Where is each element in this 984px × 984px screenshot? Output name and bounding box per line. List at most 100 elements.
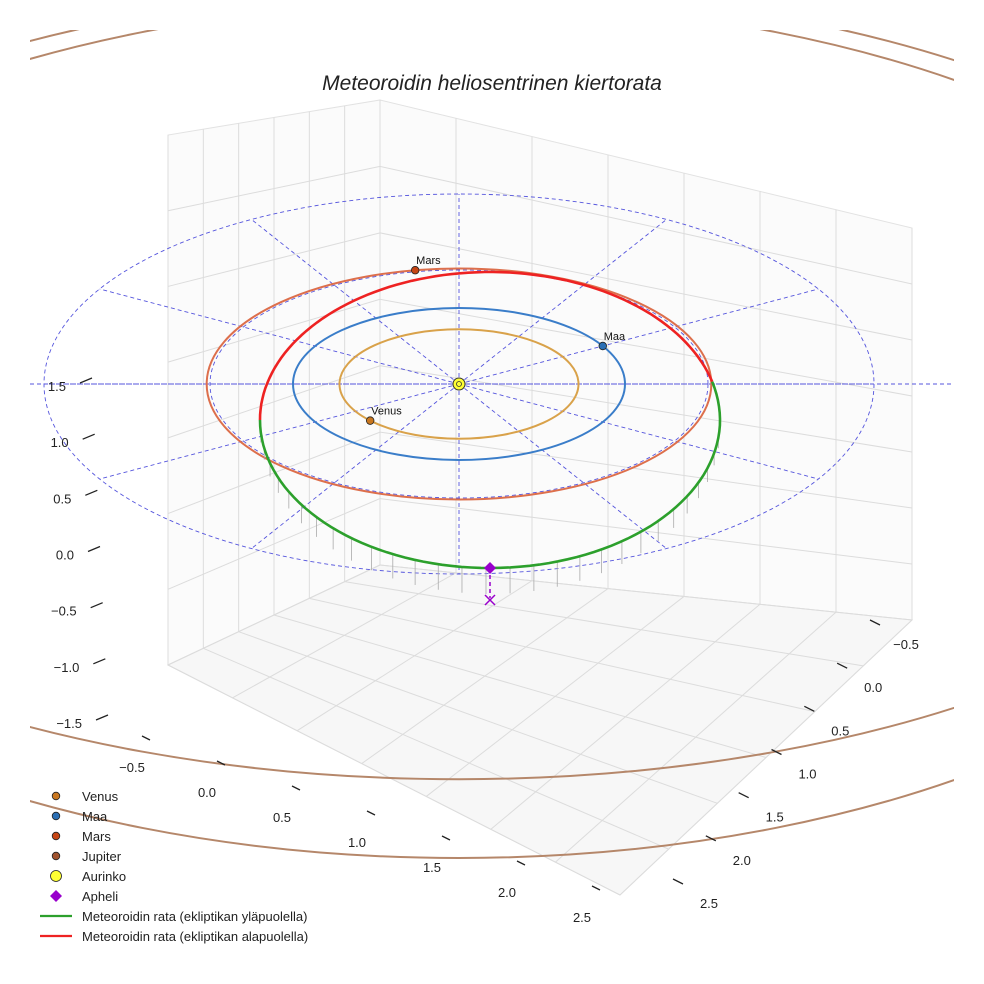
reference-spoke xyxy=(99,288,460,385)
y-axis-tick xyxy=(836,662,848,669)
planet-orbits xyxy=(30,30,954,859)
aphelion-marker xyxy=(484,562,496,574)
floor-grid-line xyxy=(238,631,718,804)
legend-item: Venus xyxy=(38,786,308,806)
aphelion-projection-marker xyxy=(484,594,496,606)
x-axis-tick xyxy=(366,810,376,816)
legend-marker xyxy=(38,786,74,806)
legend-marker xyxy=(38,926,74,946)
legend-item: Mars xyxy=(38,826,308,846)
x-axis-tick-label: 2.0 xyxy=(498,885,516,900)
x-axis-tick-label: 2.5 xyxy=(573,910,591,925)
reference-spoke xyxy=(458,383,819,480)
legend-label: Apheli xyxy=(82,888,119,904)
y-axis-tick-label: 0.5 xyxy=(831,723,849,738)
reference-grid xyxy=(30,193,954,575)
y-axis-tick xyxy=(672,878,684,885)
y-axis-tick-label: 2.0 xyxy=(733,853,751,868)
grid-line-horizontal xyxy=(167,498,913,590)
z-axis-tick xyxy=(87,545,101,553)
z-axis-tick xyxy=(85,489,98,496)
grid-line-horizontal xyxy=(167,431,913,515)
legend-marker xyxy=(38,906,74,926)
legend-item: Meteoroidin rata (ekliptikan yläpuolella… xyxy=(38,906,308,926)
z-axis-tick xyxy=(82,433,95,440)
legend-marker xyxy=(38,826,74,846)
z-axis-tick-label: −0.5 xyxy=(51,604,77,619)
reference-spoke xyxy=(458,383,667,549)
x-axis-tick-label: 1.0 xyxy=(348,835,366,850)
reference-spoke xyxy=(458,219,667,385)
y-axis-tick xyxy=(738,792,749,799)
legend-marker xyxy=(38,806,74,826)
chart-title: Meteoroidin heliosentrinen kiertorata xyxy=(322,72,662,95)
y-axis-tick xyxy=(771,748,782,756)
orbit-jupiter-arc xyxy=(30,30,954,859)
legend-label: Mars xyxy=(82,828,111,844)
grid-line-horizontal xyxy=(167,298,913,397)
sun-marker xyxy=(452,377,466,391)
legend-label: Jupiter xyxy=(82,848,122,864)
planet-marker-venus xyxy=(365,416,375,425)
legend-marker xyxy=(38,866,74,886)
z-axis-tick-label: 1.0 xyxy=(51,435,69,450)
orbit-venus xyxy=(338,328,580,440)
y-axis-tick xyxy=(869,619,881,626)
legend-label: Venus xyxy=(82,788,119,804)
z-axis-tick-label: 0.5 xyxy=(53,491,71,506)
grid-line-horizontal xyxy=(167,365,913,453)
x-axis-tick xyxy=(516,860,526,866)
x-axis-tick-label: −0.5 xyxy=(119,760,145,775)
drop-lines xyxy=(260,432,719,594)
legend-item: Apheli xyxy=(38,886,308,906)
y-axis-tick xyxy=(705,835,717,842)
legend-marker xyxy=(38,846,74,866)
body-markers: Venus Maa Mars xyxy=(365,255,626,606)
axis-ticks: −1.5 −1.0 −0.5 0.0 0.5 1.0 1.5 −0.5 0.0 0.5 1.0 1.5… xyxy=(48,377,919,925)
legend-item: Jupiter xyxy=(38,846,308,866)
floor-grid-line xyxy=(273,614,767,758)
z-axis-tick-label: −1.5 xyxy=(56,716,82,731)
legend-label: Aurinko xyxy=(82,868,127,884)
legend-item: Maa xyxy=(38,806,308,826)
z-axis-tick xyxy=(93,658,106,665)
x-axis-tick xyxy=(441,835,451,841)
reference-spoke xyxy=(251,219,460,385)
orbit-maa xyxy=(292,307,626,461)
z-axis-tick-label: −1.0 xyxy=(54,660,80,675)
y-axis-tick-label: 1.0 xyxy=(798,767,816,782)
planet-label-mars: Mars xyxy=(416,255,441,267)
z-axis-tick-label: 0.0 xyxy=(56,548,74,563)
z-axis-tick xyxy=(79,377,93,384)
legend-label: Meteoroidin rata (ekliptikan alapuolella… xyxy=(82,928,309,944)
axis-panes xyxy=(166,99,914,896)
orbit-mars xyxy=(205,267,713,501)
x-axis-tick xyxy=(591,885,601,891)
back-right-pane xyxy=(379,99,913,621)
y-axis-tick-label: 0.0 xyxy=(864,680,882,695)
z-axis-tick xyxy=(95,714,109,721)
x-axis-tick-label: 1.5 xyxy=(423,860,441,875)
meteoroid-orbit-above xyxy=(258,381,722,570)
y-axis-tick-label: 1.5 xyxy=(766,810,784,825)
x-axis-tick xyxy=(291,785,301,791)
x-axis-tick-label: 0.5 xyxy=(273,810,291,825)
planet-marker-maa xyxy=(598,341,607,351)
planet-marker-mars xyxy=(410,266,420,275)
legend-marker xyxy=(38,886,74,906)
x-axis-tick-label: 0.0 xyxy=(198,785,216,800)
grid-lines xyxy=(167,100,913,896)
grid-line-horizontal xyxy=(167,165,913,285)
floor-grid-line xyxy=(203,647,669,850)
legend-label: Meteoroidin rata (ekliptikan yläpuolella… xyxy=(82,908,308,924)
legend-label: Maa xyxy=(82,808,108,824)
meteoroid-orbit xyxy=(258,270,722,570)
floor-grid-line xyxy=(309,597,815,713)
grid-line-horizontal xyxy=(167,232,913,341)
floor-grid-line xyxy=(344,581,864,667)
reference-spoke xyxy=(99,383,460,480)
sun-marker-core xyxy=(456,381,462,387)
z-axis-tick xyxy=(90,602,103,609)
y-axis-tick-label: −0.5 xyxy=(893,637,919,652)
